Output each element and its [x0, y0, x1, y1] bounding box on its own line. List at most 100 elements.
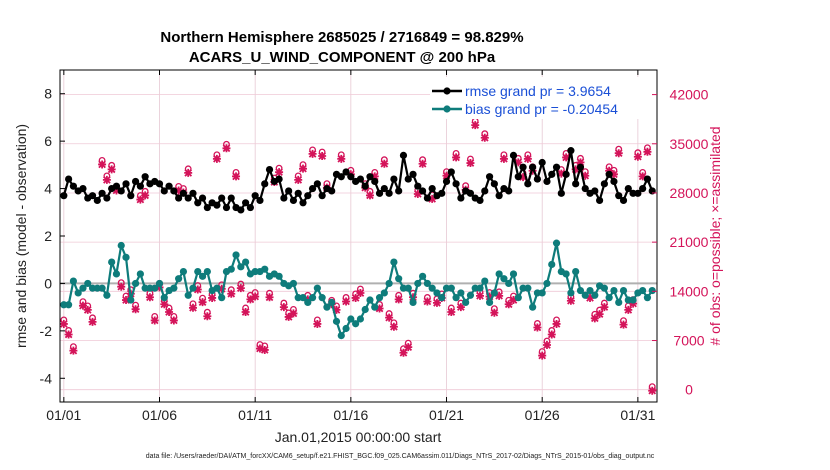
count-assimilated-marker — [581, 171, 590, 180]
count-assimilated-marker — [203, 312, 212, 321]
rmse-point-17 — [141, 173, 149, 181]
rmse-point-106 — [567, 147, 575, 155]
rmse-point-100 — [538, 158, 546, 167]
rmse-point-32 — [213, 201, 221, 209]
bias-point-100 — [538, 289, 546, 297]
count-assimilated-marker — [255, 344, 264, 353]
bias-point-111 — [591, 291, 599, 299]
rmse-point-63 — [361, 182, 369, 190]
count-assimilated-marker — [499, 154, 508, 163]
y-tick-label-1: -2 — [40, 323, 53, 339]
rmse-point-52 — [308, 184, 317, 193]
count-assimilated-marker — [246, 295, 255, 304]
count-assimilated-marker — [485, 292, 494, 301]
rmse-point-105 — [562, 170, 570, 178]
count-point-4 — [83, 302, 92, 314]
rmse-point-108 — [576, 163, 585, 171]
rmse-point-46 — [280, 194, 288, 202]
count-point-65 — [380, 156, 389, 168]
count-assimilated-marker — [542, 341, 551, 350]
bias-point-70 — [395, 275, 403, 283]
count-point-57 — [342, 294, 351, 306]
count-point-36 — [241, 304, 250, 317]
count-assimilated-marker — [98, 160, 107, 169]
rmse-point-4 — [79, 184, 87, 193]
count-assimilated-marker — [160, 300, 169, 309]
rmse-point-73 — [409, 170, 417, 178]
count-assimilated-marker — [308, 149, 317, 158]
bias-point-2 — [69, 277, 77, 285]
count-assimilated-marker — [399, 348, 408, 357]
y-right-tick-label-2: 14000 — [670, 283, 709, 299]
y-axis-right-label: # of obs: o=possible; ×=assimilated — [707, 126, 723, 345]
rmse-point-88 — [481, 187, 489, 195]
count-assimilated-marker — [562, 153, 571, 162]
y-right-tick-label-1: 7000 — [673, 333, 704, 349]
count-assimilated-marker — [480, 133, 489, 142]
bias-point-102 — [548, 260, 556, 269]
count-assimilated-marker — [294, 175, 303, 184]
bias-point-81 — [447, 284, 455, 292]
y-axis-right-ticks: 0 7000 14000 21000 28000 35000 42000 — [652, 87, 709, 398]
bias-point-50 — [299, 294, 307, 302]
rmse-point-91 — [495, 192, 503, 200]
count-assimilated-marker — [633, 152, 642, 161]
bias-point-107 — [572, 267, 580, 276]
count-assimilated-marker — [102, 175, 111, 184]
obs-count-markers — [59, 117, 657, 395]
rmse-point-107 — [572, 180, 580, 188]
bias-point-109 — [581, 291, 589, 299]
y-tick-label-6: 8 — [44, 86, 52, 102]
count-assimilated-marker — [385, 313, 394, 322]
count-point-1 — [64, 327, 73, 339]
count-point-30 — [212, 151, 221, 163]
legend-rmse-marker — [443, 87, 451, 95]
count-assimilated-marker — [112, 186, 121, 195]
y-right-tick-label-6: 42000 — [670, 87, 709, 103]
bias-point-91 — [495, 270, 503, 278]
count-point-101 — [552, 316, 561, 328]
bias-point-26 — [184, 291, 192, 299]
count-assimilated-marker — [365, 191, 374, 200]
rmse-point-22 — [165, 182, 173, 190]
bias-point-94 — [509, 270, 518, 278]
count-assimilated-marker — [495, 291, 504, 300]
bias-point-38 — [242, 258, 250, 266]
count-assimilated-marker — [648, 386, 657, 395]
count-assimilated-marker — [332, 305, 341, 314]
bias-point-73 — [409, 298, 417, 306]
rmse-point-49 — [294, 189, 302, 197]
count-assimilated-marker — [318, 152, 327, 161]
rmse-point-98 — [529, 163, 537, 171]
bias-point-9 — [103, 291, 111, 299]
count-assimilated-marker — [428, 194, 437, 203]
count-assimilated-marker — [275, 168, 284, 177]
count-point-111 — [600, 299, 609, 312]
data-file-footnote: data file: /Users/raeder/DAI/ATM_forcXX/… — [146, 453, 655, 460]
count-assimilated-marker — [265, 293, 274, 302]
bias-point-63 — [361, 305, 369, 314]
y-right-tick-label-0: 0 — [685, 382, 693, 398]
count-point-13 — [131, 301, 140, 314]
rmse-point-43 — [265, 166, 274, 174]
rmse-point-14 — [127, 192, 135, 200]
bias-point-106 — [567, 289, 575, 297]
count-assimilated-marker — [447, 308, 456, 317]
bias-point-97 — [524, 284, 532, 292]
rmse-point-48 — [289, 196, 298, 205]
count-assimilated-marker — [107, 165, 116, 174]
rmse-point-60 — [347, 173, 355, 181]
count-assimilated-marker — [251, 292, 260, 301]
rmse-point-33 — [218, 194, 226, 202]
count-point-15 — [141, 187, 150, 200]
rmse-point-111 — [591, 187, 599, 195]
count-point-97 — [533, 320, 542, 332]
rmse-point-79 — [438, 189, 446, 197]
count-assimilated-marker — [69, 346, 78, 355]
count-point-63 — [370, 168, 379, 181]
bias-point-116 — [615, 298, 623, 306]
bias-point-60 — [347, 315, 355, 323]
bias-point-68 — [385, 279, 393, 288]
count-assimilated-marker — [552, 319, 561, 328]
bias-point-28 — [194, 267, 202, 276]
